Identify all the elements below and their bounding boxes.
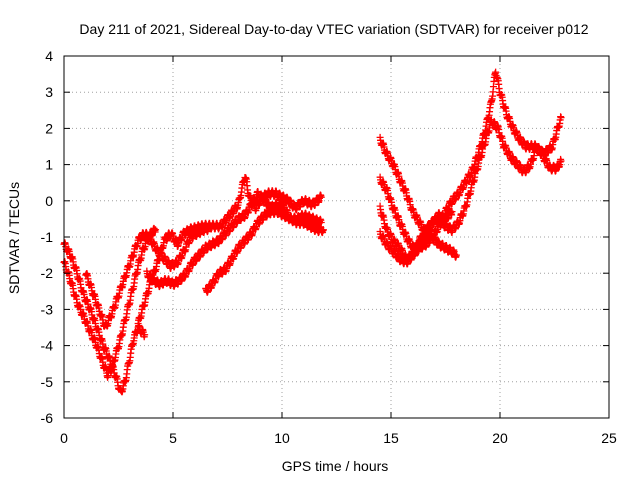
series-arc-2a bbox=[134, 173, 325, 327]
x-tick-label: 25 bbox=[601, 430, 617, 446]
grid bbox=[64, 56, 609, 418]
y-tick-label: -5 bbox=[41, 374, 54, 390]
data-point bbox=[141, 331, 149, 339]
data-marks bbox=[60, 68, 565, 396]
x-tick-label: 10 bbox=[274, 430, 290, 446]
x-tick-label: 20 bbox=[492, 430, 508, 446]
data-point bbox=[557, 114, 565, 122]
y-tick-label: 4 bbox=[45, 48, 53, 64]
x-tick-label: 15 bbox=[383, 430, 399, 446]
series-arc-3b bbox=[376, 116, 565, 254]
y-tick-label: -3 bbox=[41, 301, 54, 317]
data-point bbox=[152, 226, 160, 234]
y-tick-label: -2 bbox=[41, 265, 54, 281]
y-tick-label: 2 bbox=[45, 120, 53, 136]
data-point bbox=[557, 157, 565, 165]
axis-ticks: 0 5 10 15 20 25 -6 -5 -4 -3 -2 -1 0 1 2 3 4 bbox=[41, 48, 617, 446]
chart-title: Day 211 of 2021, Sidereal Day-to-day VTE… bbox=[79, 21, 588, 37]
y-tick-label: -1 bbox=[41, 229, 54, 245]
y-tick-label: 3 bbox=[45, 84, 53, 100]
y-tick-label: 0 bbox=[45, 193, 53, 209]
y-axis-label: SDTVAR / TECUs bbox=[6, 182, 22, 294]
data-point bbox=[319, 226, 327, 234]
x-tick-label: 5 bbox=[169, 430, 177, 446]
x-tick-label: 0 bbox=[60, 430, 68, 446]
series-arc-1a bbox=[60, 239, 149, 396]
y-tick-label: 1 bbox=[45, 157, 53, 173]
y-tick-label: -4 bbox=[41, 338, 54, 354]
series-arc-1b bbox=[60, 224, 160, 381]
series-arc-2c bbox=[202, 205, 327, 296]
y-tick-label: -6 bbox=[41, 410, 54, 426]
data-point bbox=[317, 193, 325, 201]
x-axis-label: GPS time / hours bbox=[282, 458, 389, 474]
